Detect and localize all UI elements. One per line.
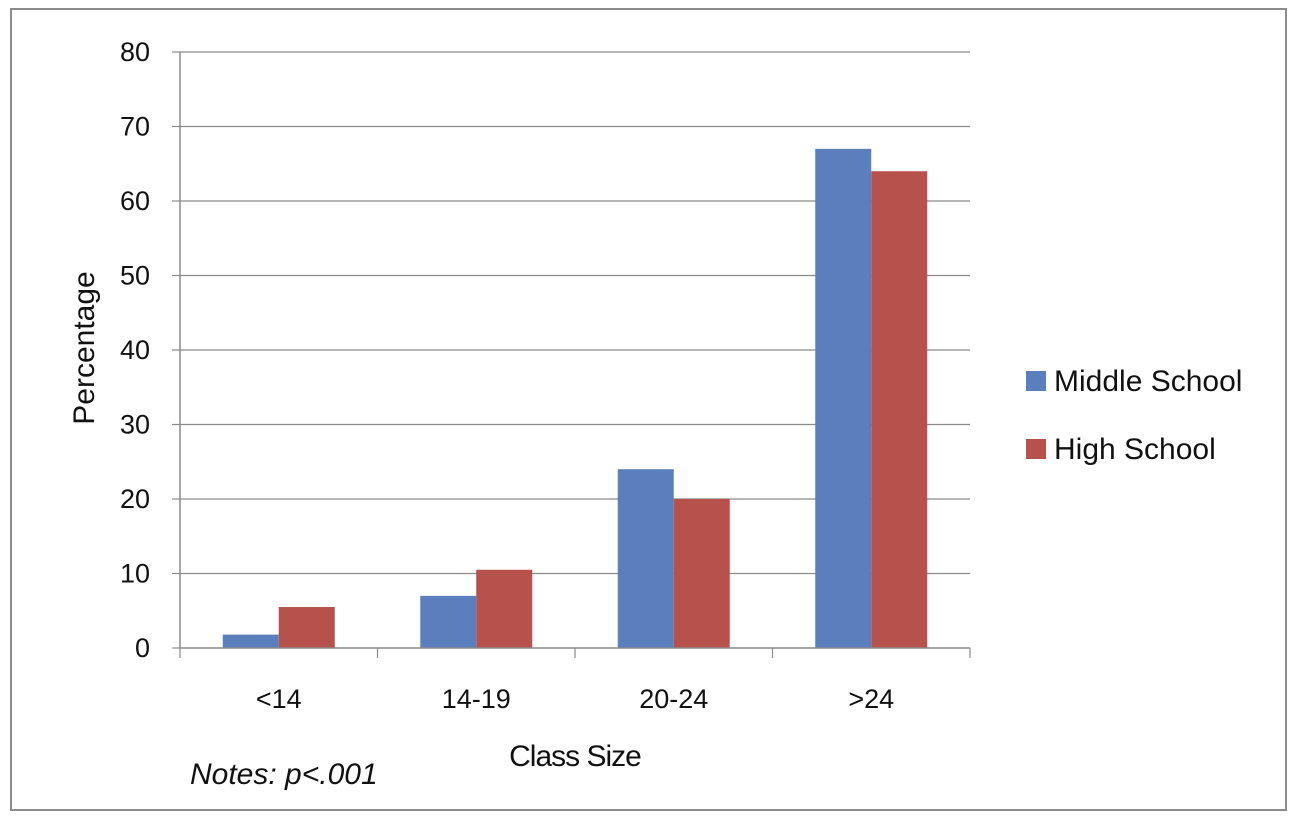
- bars: [222, 148, 928, 648]
- bar-middle-school: [420, 595, 477, 648]
- notes-text: Notes: p<.001: [190, 758, 378, 791]
- legend-label: Middle School: [1054, 365, 1242, 398]
- legend-label: High School: [1054, 433, 1216, 466]
- y-tick-label: 80: [120, 37, 150, 67]
- x-axis-title: Class Size: [509, 740, 641, 773]
- bar-high-school: [278, 607, 335, 648]
- y-axis-title: Percentage: [68, 271, 101, 424]
- legend: Middle School High School: [1026, 365, 1242, 466]
- legend-swatch: [1026, 371, 1046, 391]
- bar-high-school: [673, 499, 730, 648]
- y-tick-label: 10: [120, 559, 150, 589]
- axes: 0 10 20 30 40 50 60 70 80 <14 14-19 20-24 >24: [120, 37, 971, 714]
- y-tick-label: 0: [135, 633, 150, 663]
- bar-high-school: [871, 171, 928, 648]
- y-tick-label: 50: [120, 261, 150, 291]
- y-tick-label: 40: [120, 335, 150, 365]
- bar-middle-school: [222, 634, 279, 648]
- bar-middle-school: [815, 148, 872, 648]
- y-tick-label: 60: [120, 186, 150, 216]
- x-tick-label: 20-24: [639, 684, 708, 714]
- legend-swatch: [1026, 439, 1046, 459]
- x-tick-label: >24: [848, 684, 894, 714]
- chart-frame: [10, 8, 1287, 811]
- bar-high-school: [476, 569, 533, 648]
- x-tick-label: 14-19: [442, 684, 511, 714]
- bar-middle-school: [617, 469, 674, 648]
- y-tick-label: 30: [120, 410, 150, 440]
- y-tick-label: 20: [120, 484, 150, 514]
- y-tick-label: 70: [120, 112, 150, 142]
- x-tick-label: <14: [256, 684, 302, 714]
